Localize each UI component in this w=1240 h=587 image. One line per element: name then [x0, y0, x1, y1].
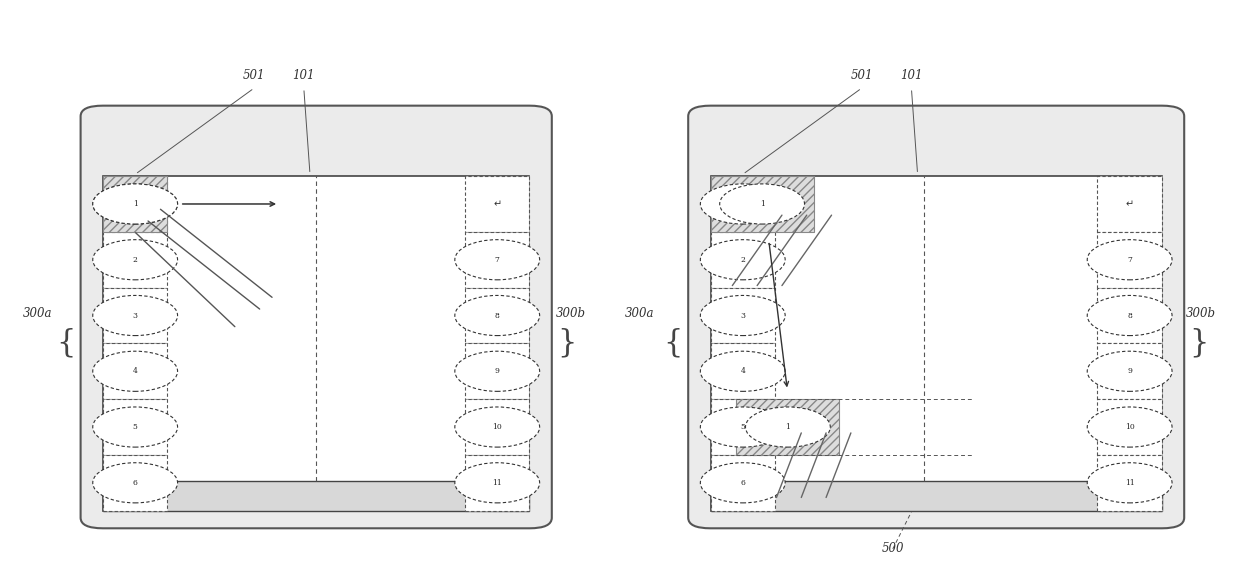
- Text: 5: 5: [133, 423, 138, 431]
- Text: 3: 3: [133, 312, 138, 319]
- Bar: [1097, 399, 1162, 455]
- Text: 10: 10: [492, 423, 502, 431]
- Text: {: {: [663, 328, 683, 359]
- Text: 300a: 300a: [22, 307, 52, 320]
- Text: }: }: [1189, 328, 1209, 359]
- Circle shape: [93, 184, 177, 224]
- Text: 5: 5: [740, 423, 745, 431]
- Bar: [103, 455, 167, 511]
- Circle shape: [701, 295, 785, 336]
- Text: }: }: [557, 328, 577, 359]
- Bar: [711, 176, 775, 232]
- Circle shape: [455, 295, 539, 336]
- Text: 300b: 300b: [1185, 307, 1215, 320]
- Text: 4: 4: [133, 367, 138, 375]
- Text: 1: 1: [740, 200, 745, 208]
- Text: 9: 9: [1127, 367, 1132, 375]
- Text: ↵: ↵: [1126, 199, 1133, 209]
- Text: 300b: 300b: [556, 307, 585, 320]
- Circle shape: [745, 407, 831, 447]
- Bar: [465, 232, 529, 288]
- Circle shape: [701, 184, 785, 224]
- Text: 501: 501: [243, 69, 265, 82]
- Bar: [1097, 176, 1162, 232]
- FancyBboxPatch shape: [688, 106, 1184, 528]
- Bar: [711, 455, 775, 511]
- Text: 6: 6: [133, 479, 138, 487]
- Bar: [103, 288, 167, 343]
- Bar: [103, 481, 529, 511]
- Circle shape: [455, 463, 539, 503]
- Bar: [711, 399, 775, 455]
- Text: 1: 1: [133, 200, 138, 208]
- Text: 1: 1: [133, 200, 138, 208]
- Circle shape: [93, 295, 177, 336]
- Circle shape: [1087, 351, 1172, 392]
- Circle shape: [455, 239, 539, 280]
- Text: 1: 1: [785, 423, 790, 431]
- FancyBboxPatch shape: [81, 106, 552, 528]
- Circle shape: [701, 407, 785, 447]
- Bar: [711, 343, 775, 399]
- Text: 300a: 300a: [625, 307, 655, 320]
- Circle shape: [1087, 407, 1172, 447]
- Circle shape: [701, 463, 785, 503]
- Circle shape: [1087, 295, 1172, 336]
- Bar: [465, 176, 529, 232]
- Circle shape: [93, 184, 177, 224]
- Text: 7: 7: [495, 256, 500, 264]
- Bar: [711, 176, 1162, 511]
- Circle shape: [93, 239, 177, 280]
- Bar: [103, 176, 167, 232]
- Text: 10: 10: [1125, 423, 1135, 431]
- Bar: [465, 399, 529, 455]
- Text: 8: 8: [495, 312, 500, 319]
- Text: 500: 500: [882, 542, 904, 555]
- Text: 11: 11: [492, 479, 502, 487]
- Bar: [711, 288, 775, 343]
- Text: 7: 7: [1127, 256, 1132, 264]
- Bar: [465, 343, 529, 399]
- Text: 3: 3: [740, 312, 745, 319]
- Circle shape: [93, 463, 177, 503]
- Circle shape: [701, 239, 785, 280]
- Bar: [711, 176, 813, 232]
- Text: 11: 11: [1125, 479, 1135, 487]
- Bar: [1097, 343, 1162, 399]
- Bar: [711, 232, 775, 288]
- Bar: [103, 176, 167, 232]
- Bar: [1097, 455, 1162, 511]
- Text: 9: 9: [495, 367, 500, 375]
- Circle shape: [701, 351, 785, 392]
- Bar: [103, 343, 167, 399]
- Circle shape: [455, 407, 539, 447]
- Circle shape: [719, 184, 805, 224]
- Bar: [465, 288, 529, 343]
- Text: 101: 101: [293, 69, 315, 82]
- Bar: [103, 232, 167, 288]
- Text: ↵: ↵: [494, 199, 501, 209]
- Circle shape: [93, 407, 177, 447]
- Bar: [1097, 232, 1162, 288]
- Text: {: {: [56, 328, 76, 359]
- Bar: [465, 455, 529, 511]
- Text: 1: 1: [760, 200, 765, 208]
- Text: 6: 6: [740, 479, 745, 487]
- Text: 4: 4: [740, 367, 745, 375]
- Text: 501: 501: [851, 69, 873, 82]
- Text: 8: 8: [1127, 312, 1132, 319]
- Bar: [737, 399, 839, 455]
- Text: 101: 101: [900, 69, 923, 82]
- Bar: [711, 481, 1162, 511]
- Circle shape: [455, 351, 539, 392]
- Bar: [1097, 288, 1162, 343]
- Circle shape: [93, 351, 177, 392]
- Bar: [103, 176, 529, 511]
- Text: 2: 2: [133, 256, 138, 264]
- Bar: [103, 399, 167, 455]
- Circle shape: [1087, 463, 1172, 503]
- Text: 2: 2: [740, 256, 745, 264]
- Circle shape: [1087, 239, 1172, 280]
